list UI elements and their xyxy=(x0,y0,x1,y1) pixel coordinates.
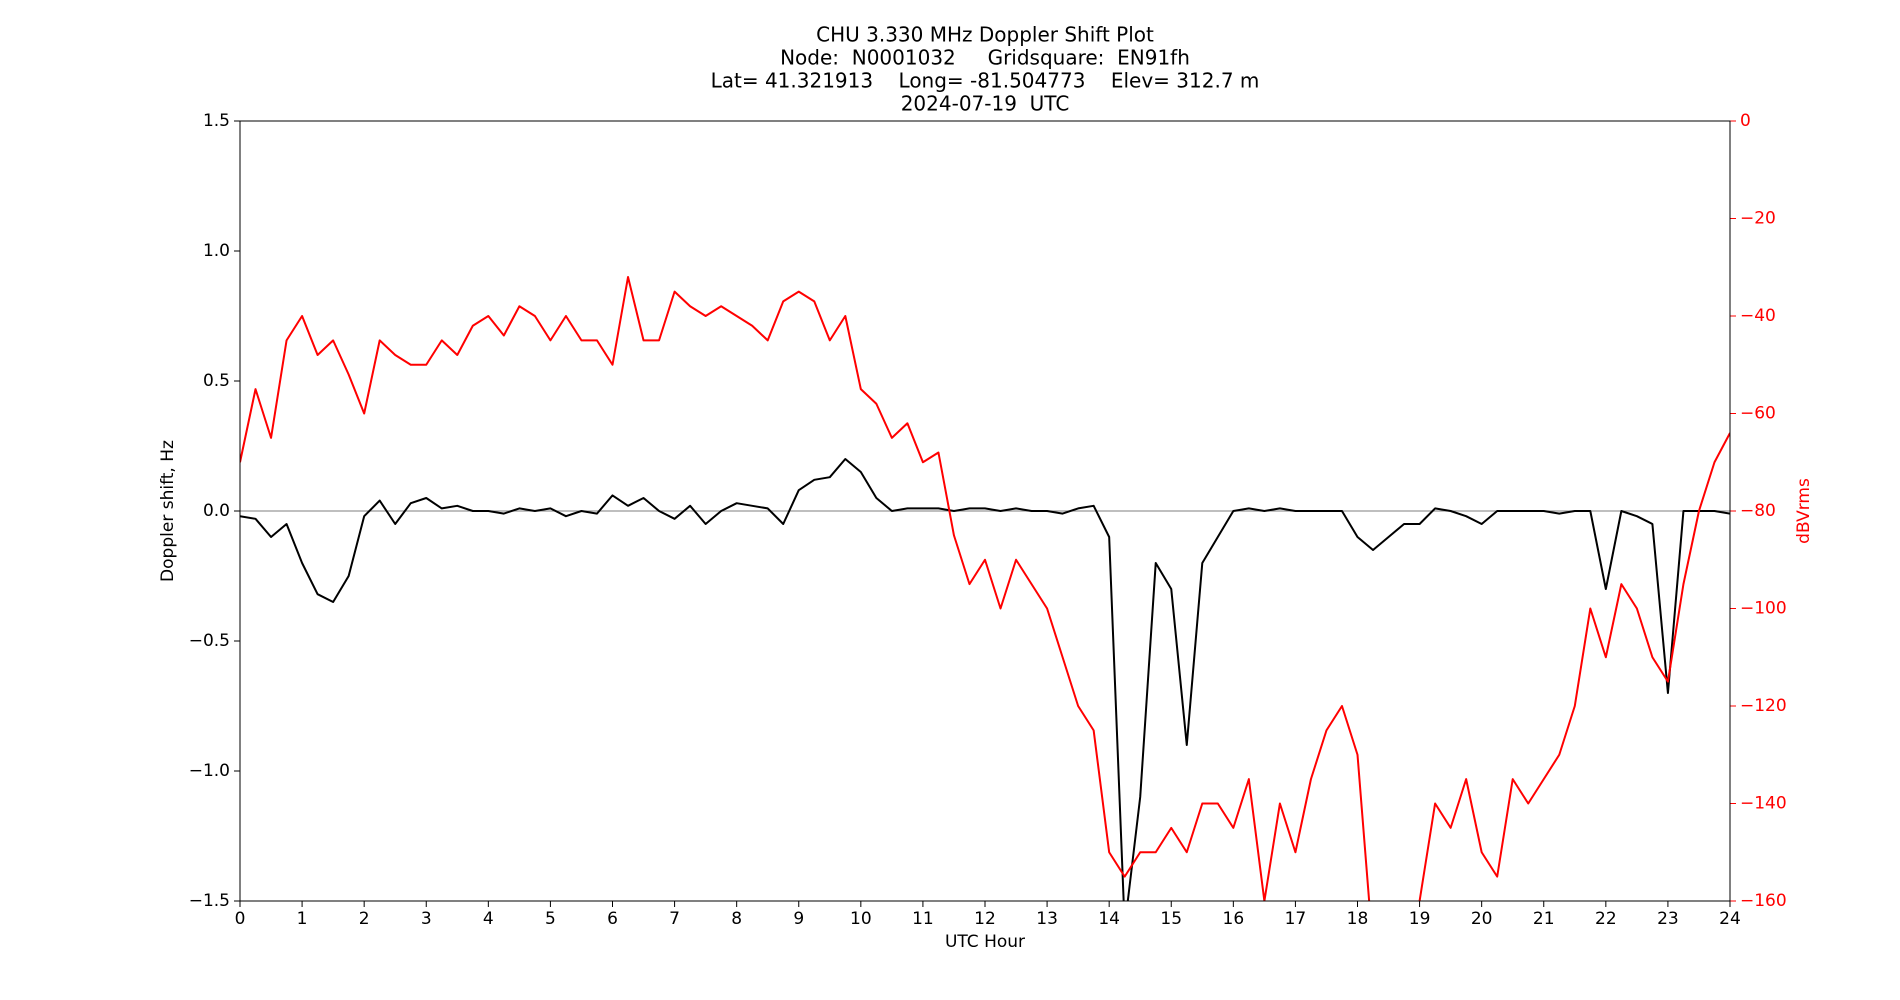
y2-tick-label: −60 xyxy=(1740,404,1776,424)
x-tick-label: 18 xyxy=(1347,909,1369,929)
y2-tick-label: −140 xyxy=(1740,794,1787,814)
x-tick-label: 24 xyxy=(1719,909,1741,929)
y2-axis-label: dBVrms xyxy=(1794,478,1814,544)
y-tick-label: −1.0 xyxy=(189,761,230,781)
x-tick-label: 12 xyxy=(974,909,996,929)
plot-frame xyxy=(239,120,1731,902)
x-tick-label: 15 xyxy=(1160,909,1182,929)
x-tick-label: 23 xyxy=(1657,909,1679,929)
x-tick-label: 7 xyxy=(669,909,680,929)
y2-tick-label: −40 xyxy=(1740,306,1776,326)
x-tick-label: 6 xyxy=(607,909,618,929)
y2-tick-label: −80 xyxy=(1740,501,1776,521)
y-tick-label: 0.5 xyxy=(203,371,230,391)
title-line: 2024-07-19 UTC xyxy=(901,92,1070,116)
x-tick-label: 0 xyxy=(235,909,246,929)
y2-tick-label: −120 xyxy=(1740,696,1787,716)
x-tick-label: 3 xyxy=(421,909,432,929)
y2-tick-label: −20 xyxy=(1740,209,1776,229)
x-tick-label: 22 xyxy=(1595,909,1617,929)
title-line: CHU 3.330 MHz Doppler Shift Plot xyxy=(816,23,1154,47)
y2-tick-label: 0 xyxy=(1740,111,1751,131)
title-line: Lat= 41.321913 Long= -81.504773 Elev= 31… xyxy=(711,69,1260,93)
x-tick-label: 14 xyxy=(1098,909,1120,929)
x-tick-label: 17 xyxy=(1285,909,1307,929)
y-tick-label: 1.0 xyxy=(203,241,230,261)
y2-tick-label: −160 xyxy=(1740,891,1787,911)
y-tick-label: 0.0 xyxy=(203,501,230,521)
x-tick-label: 21 xyxy=(1533,909,1555,929)
x-axis-label: UTC Hour xyxy=(945,932,1025,952)
x-tick-label: 19 xyxy=(1409,909,1431,929)
x-tick-label: 8 xyxy=(731,909,742,929)
plot-area xyxy=(240,276,1730,901)
y-tick-label: 1.5 xyxy=(203,111,230,131)
x-tick-label: 13 xyxy=(1036,909,1058,929)
x-tick-label: 2 xyxy=(359,909,370,929)
x-tick-label: 5 xyxy=(545,909,556,929)
x-tick-label: 11 xyxy=(912,909,934,929)
y2-tick-label: −100 xyxy=(1740,599,1787,619)
x-tick-label: 4 xyxy=(483,909,494,929)
y-axis-label: Doppler shift, Hz xyxy=(158,440,178,582)
x-tick-label: 10 xyxy=(850,909,872,929)
data-line xyxy=(240,458,1730,901)
x-tick-label: 1 xyxy=(297,909,308,929)
title-line: Node: N0001032 Gridsquare: EN91fh xyxy=(780,46,1190,70)
y-tick-label: −0.5 xyxy=(189,631,230,651)
x-tick-label: 9 xyxy=(793,909,804,929)
x-tick-label: 20 xyxy=(1471,909,1493,929)
data-line xyxy=(240,276,1730,901)
y-tick-label: −1.5 xyxy=(189,891,230,911)
x-tick-label: 16 xyxy=(1223,909,1245,929)
